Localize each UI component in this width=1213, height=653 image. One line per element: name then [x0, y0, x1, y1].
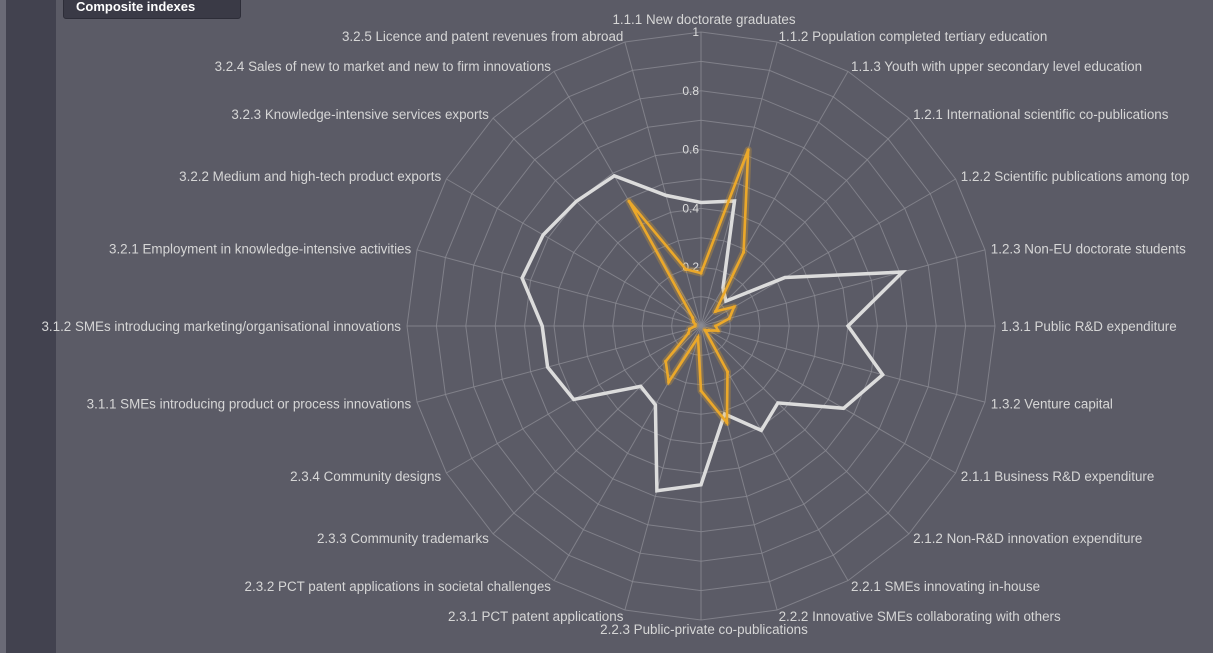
axis-label: 2.3.4 Community designs [290, 469, 441, 484]
series-point [707, 328, 711, 332]
axis-label: 1.1.1 New doctorate graduates [612, 12, 795, 27]
axis-label: 2.2.1 SMEs innovating in-house [851, 579, 1040, 594]
series-point [699, 389, 703, 393]
series-point [664, 359, 668, 363]
grid-spoke [700, 41, 778, 327]
series-point [696, 335, 700, 339]
axis-label: 3.2.4 Sales of new to market and new to … [215, 59, 552, 74]
axis-label: 2.2.3 Public-private co-publications [600, 622, 808, 637]
axis-label: 2.3.2 PCT patent applications in societa… [245, 579, 552, 594]
axis-labels: 1.1.1 New doctorate graduates 1.1.2 Popul… [41, 12, 1189, 637]
series-point [691, 320, 696, 324]
axis-label: 3.2.3 Knowledge-intensive services expor… [231, 107, 489, 122]
axis-label: 3.1.2 SMEs introducing marketing/organis… [41, 319, 401, 334]
axis-label: 1.3.2 Venture capital [991, 397, 1113, 412]
series-point [686, 331, 690, 335]
left-sidebar [6, 0, 56, 653]
series-point [727, 316, 732, 320]
composite-indexes-tab[interactable]: Composite indexes [63, 0, 241, 19]
axis-label: 2.3.3 Community trademarks [317, 531, 489, 546]
series-point [699, 271, 703, 275]
axis-label: 3.2.2 Medium and high-tech product expor… [179, 169, 441, 184]
grid-spoke [700, 178, 956, 327]
grid-spoke [624, 41, 702, 327]
axis-label: 1.1.3 Youth with upper secondary level e… [851, 59, 1142, 74]
grid-spoke [553, 71, 702, 327]
series-point [714, 324, 718, 328]
series-point [627, 199, 631, 203]
grid-spoke [700, 325, 778, 611]
grid-spoke [624, 325, 702, 611]
grid-spoke [492, 117, 702, 327]
radar-grid [406, 31, 996, 621]
radar-series [520, 146, 908, 493]
grid-spoke [700, 249, 986, 327]
tick-label: 0.4 [682, 201, 699, 215]
series-point [732, 305, 736, 309]
axis-label: 1.1.2 Population completed tertiary educ… [779, 29, 1048, 44]
series-point [688, 327, 692, 331]
series-point [667, 380, 671, 384]
grid-spoke [416, 249, 702, 327]
axis-label: 2.2.2 Innovative SMEs collaborating with… [779, 609, 1061, 624]
tick-label: 0.8 [682, 84, 699, 98]
axis-label: 3.2.1 Employment in knowledge-intensive … [109, 241, 411, 256]
axis-label: 3.1.1 SMEs introducing product or proces… [87, 397, 412, 412]
grid-spoke [700, 325, 910, 535]
grid-spoke [700, 325, 986, 403]
axis-label: 2.1.2 Non-R&D innovation expenditure [913, 531, 1142, 546]
series-point [725, 370, 730, 374]
series-point [703, 328, 707, 332]
axis-label: 1.2.2 Scientific publications among top [961, 169, 1190, 184]
series-point [742, 250, 746, 254]
axis-label: 1.2.1 International scientific co-public… [913, 107, 1169, 122]
series-point [716, 329, 720, 333]
series-point [693, 322, 697, 327]
axis-label: 2.1.1 Business R&D expenditure [961, 469, 1155, 484]
series-point [714, 309, 718, 313]
series-point [684, 267, 688, 271]
grid-spoke [700, 117, 910, 327]
axis-label: 1.2.3 Non-EU doctorate students [991, 241, 1186, 256]
series-point [725, 421, 729, 425]
axis-label: 3.2.5 Licence and patent revenues from a… [342, 29, 623, 44]
grid-spoke [446, 178, 702, 327]
tick-label: 0.6 [682, 143, 699, 157]
grid-spoke [700, 71, 849, 327]
axis-label: 1.3.1 Public R&D expenditure [1001, 319, 1177, 334]
tick-label: 1 [692, 25, 699, 39]
axis-label: 2.3.1 PCT patent applications [448, 609, 624, 624]
series-point [691, 316, 695, 320]
grid-spoke [700, 325, 956, 474]
series-point [746, 148, 750, 152]
left-edge-strip [0, 0, 6, 653]
grid-spoke [416, 325, 702, 403]
